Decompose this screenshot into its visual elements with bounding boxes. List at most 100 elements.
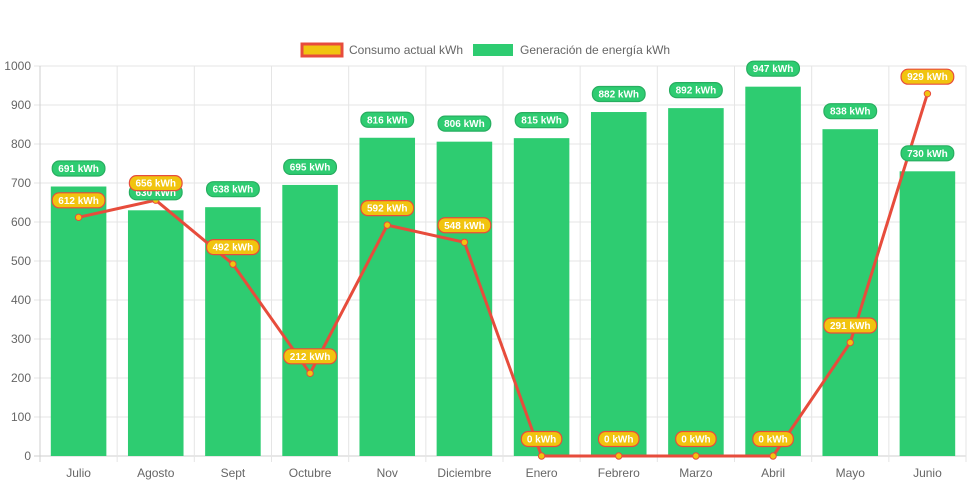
bar	[282, 184, 338, 456]
bar-data-label: 947 kWh	[753, 64, 794, 75]
line-point	[846, 338, 854, 347]
bar-data-label: 730 kWh	[907, 149, 948, 160]
bar-data-label: 638 kWh	[213, 185, 254, 196]
line-point	[537, 452, 546, 460]
x-tick-label: Agosto	[137, 466, 175, 480]
line-data-label: 0 kWh	[681, 435, 710, 446]
y-tick-label: 1000	[4, 59, 31, 73]
line-point	[383, 221, 391, 229]
line-data-label: 212 kWh	[290, 352, 331, 363]
y-tick-label: 600	[11, 215, 31, 229]
x-tick-label: Marzo	[679, 466, 713, 480]
line-data-label: 0 kWh	[527, 435, 556, 446]
y-tick-label: 200	[11, 371, 31, 385]
bar	[590, 112, 647, 457]
bar-data-label-bg	[205, 181, 260, 198]
y-tick-label: 900	[11, 98, 31, 112]
legend-swatch	[473, 44, 513, 56]
bar-data-label-bg	[51, 160, 106, 177]
legend-label: Consumo actual kWh	[349, 43, 463, 57]
bar-data-label-bg	[591, 85, 646, 103]
line-point	[692, 452, 700, 460]
line-point	[769, 452, 777, 460]
bar-data-label-bg	[360, 111, 415, 128]
bar	[822, 129, 879, 456]
bar-data-label: 630 kWh	[135, 188, 176, 199]
bar-data-label-bg	[668, 82, 723, 99]
line-data-label: 929 kWh	[907, 72, 948, 83]
bar-data-label: 816 kWh	[367, 115, 408, 126]
grid	[34, 65, 967, 462]
y-tick-label: 800	[11, 137, 31, 151]
y-tick-label: 300	[11, 332, 31, 346]
line-data-label-bg	[51, 192, 106, 209]
line-data-label-bg	[205, 239, 260, 256]
y-tick-label: 500	[11, 254, 31, 268]
bar-data-label-bg	[823, 103, 878, 120]
line-data-label-bg	[900, 68, 955, 85]
line-data-label: 592 kWh	[367, 204, 408, 215]
bar-data-label-bg	[437, 115, 492, 132]
line-data-label-bg	[360, 200, 415, 217]
line-point	[615, 452, 623, 460]
bar	[50, 186, 107, 456]
x-tick-label: Sept	[221, 466, 246, 480]
x-tick-label: Nov	[377, 466, 398, 480]
bar-data-label: 815 kWh	[521, 116, 562, 127]
y-tick-label: 100	[11, 410, 31, 424]
line-point	[306, 369, 314, 378]
y-axis: 0 100 200 300 400 500 600 700 800 900 1000	[4, 59, 31, 463]
bar	[127, 210, 184, 456]
line-data-label-bg	[128, 175, 183, 192]
bar-data-label: 838 kWh	[830, 107, 871, 118]
bar-data-label: 806 kWh	[444, 119, 485, 130]
legend-swatch	[300, 42, 344, 58]
x-tick-label: Febrero	[598, 466, 640, 480]
bar	[745, 86, 801, 457]
data-labels: 691 kWh 630 kWh 638 kWh 695 kWh 816 kWh 806 k…	[51, 60, 955, 448]
legend-label: Generación de energía kWh	[520, 43, 670, 57]
x-tick-label: Julio	[66, 466, 91, 480]
bar-data-label: 882 kWh	[598, 90, 639, 101]
y-tick-label: 700	[11, 176, 31, 190]
x-axis: Julio Agosto Sept Octubre Nov Diciembre Enero F…	[66, 466, 942, 480]
bar-series	[50, 86, 956, 457]
bar-data-label: 695 kWh	[290, 162, 331, 173]
x-tick-label: Enero	[526, 466, 558, 480]
bar-data-label-bg	[900, 145, 955, 162]
legend: Consumo actual kWh Generación de energía …	[300, 42, 670, 58]
y-tick-label: 0	[24, 449, 31, 463]
line-data-label-bg	[520, 430, 563, 448]
line-data-label: 291 kWh	[830, 321, 871, 332]
x-tick-label: Diciembre	[437, 466, 491, 480]
line-data-label-bg	[675, 430, 717, 448]
line-data-label: 612 kWh	[58, 196, 99, 207]
line-point	[460, 238, 469, 246]
y-tick-label: 400	[11, 293, 31, 307]
bar-data-label-bg	[746, 60, 801, 77]
x-tick-label: Octubre	[289, 466, 332, 480]
line-data-label-bg	[437, 217, 492, 234]
line-data-label-bg	[597, 430, 640, 448]
line-data-label: 0 kWh	[604, 435, 633, 446]
bar	[899, 171, 956, 457]
x-tick-label: Mayo	[836, 466, 866, 480]
line-data-label-bg	[752, 430, 794, 448]
bar	[668, 108, 724, 457]
line-data-label-bg	[823, 317, 878, 334]
line-data-label: 492 kWh	[213, 243, 254, 254]
bar-data-label-bg	[514, 112, 569, 129]
x-tick-label: Junio	[913, 466, 942, 480]
x-tick-label: Abril	[761, 466, 785, 480]
line-data-label: 0 kWh	[758, 435, 787, 446]
line-point	[923, 89, 932, 98]
line-data-label-bg	[283, 348, 338, 365]
bar-data-label-bg	[283, 158, 338, 176]
line-point	[74, 213, 83, 222]
bar-data-label: 691 kWh	[58, 164, 99, 175]
line-point	[229, 260, 237, 268]
bar	[513, 138, 570, 456]
bar-data-label: 892 kWh	[676, 86, 717, 97]
line-data-label: 656 kWh	[135, 179, 176, 190]
